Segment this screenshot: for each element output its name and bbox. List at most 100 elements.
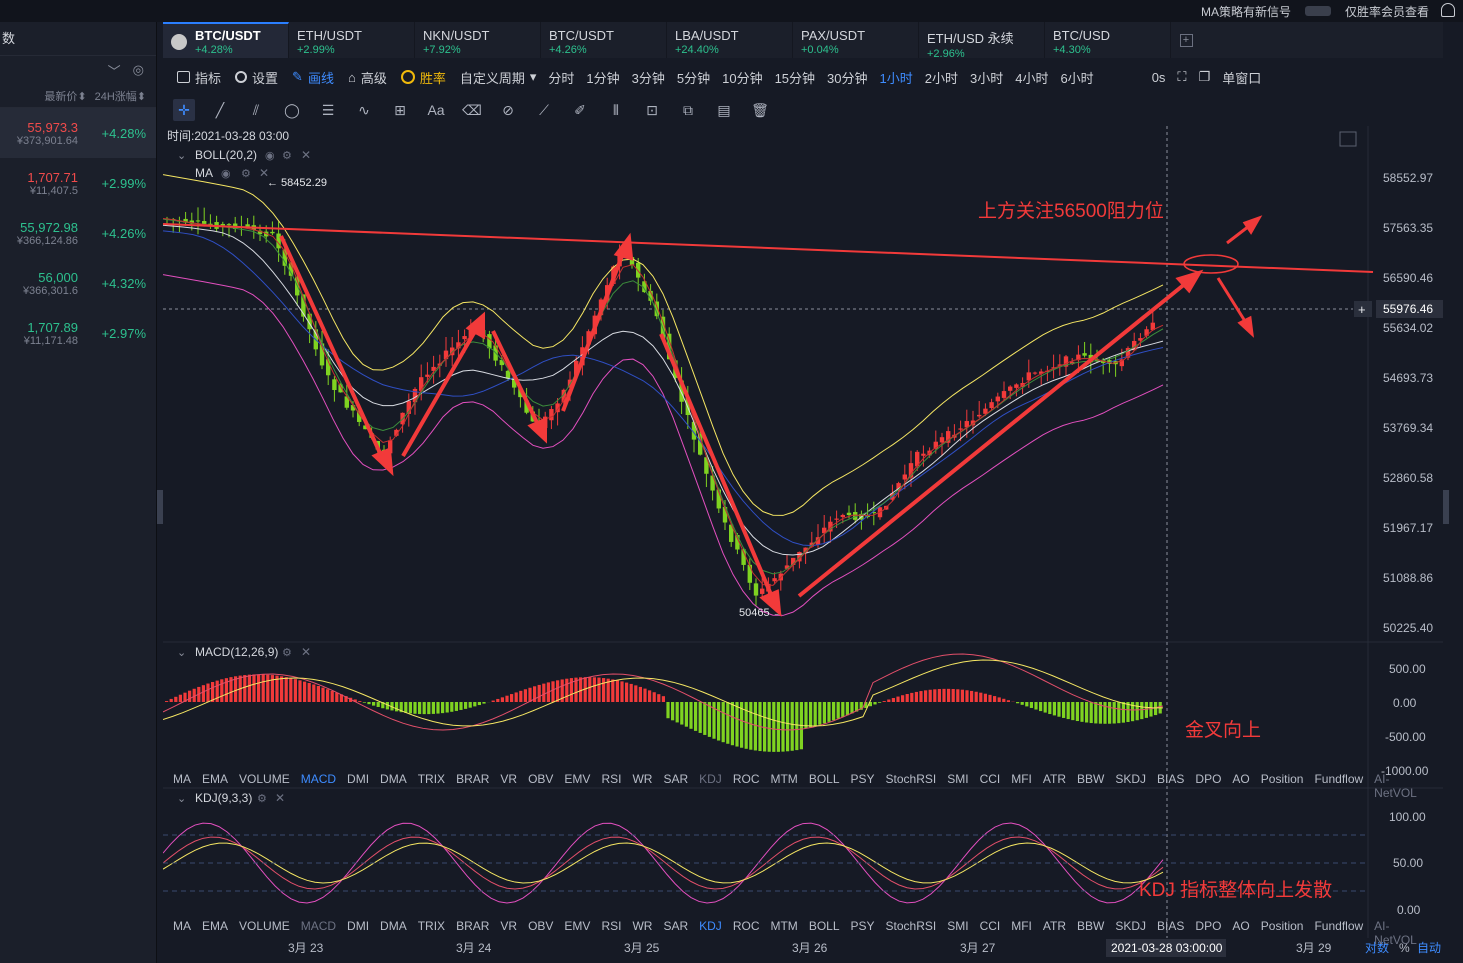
- lock-icon[interactable]: ⊡: [646, 101, 658, 118]
- col-price[interactable]: 最新价⬍: [44, 90, 87, 103]
- indicator-tab-atr[interactable]: ATR: [1042, 772, 1067, 786]
- chevron-down-icon[interactable]: ⌄: [177, 150, 186, 162]
- list-item[interactable]: 1,707.89 ¥11,171.48 +2.97%: [0, 308, 156, 358]
- indicator-tab-ma[interactable]: MA: [173, 772, 191, 786]
- indicator-tab-rsi[interactable]: RSI: [601, 772, 622, 786]
- settings-button[interactable]: 设置: [235, 68, 278, 87]
- indicator-tab-stochrsi[interactable]: StochRSI: [885, 772, 937, 786]
- eye-icon[interactable]: ◉: [265, 150, 275, 162]
- settings-icon[interactable]: ◎: [132, 62, 144, 77]
- col-change[interactable]: 24H涨幅⬍: [94, 90, 146, 103]
- indicator-tab-boll[interactable]: BOLL: [808, 919, 840, 933]
- period-1m[interactable]: 1分钟: [586, 70, 620, 86]
- indicator-tab-smi[interactable]: SMI: [947, 772, 969, 786]
- expand-icon[interactable]: [1339, 131, 1357, 147]
- copy-icon[interactable]: ⧉: [683, 101, 693, 118]
- tab-eth-usdt[interactable]: ETH/USDT +2.99%: [289, 22, 415, 58]
- chart-area[interactable]: 时间:2021-03-28 03:00 ⌄ BOLL(20,2) ◉ ⚙ ✕ M…: [162, 126, 1443, 959]
- macd-label[interactable]: MACD(12,26,9): [195, 645, 278, 659]
- vip-note[interactable]: 仅胜率会员查看: [1344, 4, 1429, 19]
- period-3m[interactable]: 3分钟: [631, 70, 665, 86]
- horizontal-lines-icon[interactable]: ☰: [321, 101, 335, 118]
- indicator-tab-mfi[interactable]: MFI: [1011, 919, 1032, 933]
- settings-icon[interactable]: ⚙: [241, 168, 251, 180]
- indicator-tab-cci[interactable]: CCI: [979, 772, 1001, 786]
- ruler-icon[interactable]: ⟋: [539, 101, 549, 118]
- period-5m[interactable]: 5分钟: [676, 70, 711, 86]
- tab-nkn-usdt[interactable]: NKN/USDT +7.92%: [415, 22, 541, 58]
- indicator-tab-bias[interactable]: BIAS: [1157, 772, 1185, 786]
- indicator-tab-psy[interactable]: PSY: [850, 772, 875, 786]
- parallel-lines-icon[interactable]: ⫽: [252, 101, 260, 118]
- magnet-icon[interactable]: ⊘: [502, 101, 514, 118]
- eraser-icon[interactable]: ⌫: [462, 101, 482, 118]
- indicator-tab-kdj[interactable]: KDJ: [699, 772, 722, 786]
- indicator-tab-fundflow[interactable]: Fundflow: [1314, 919, 1364, 933]
- indicator-tab-trix[interactable]: TRIX: [417, 919, 446, 933]
- period-4h[interactable]: 4小时: [1015, 70, 1049, 86]
- tab-eth-usd-perp[interactable]: ETH/USD 永续 +2.96%: [919, 22, 1045, 60]
- trash-icon[interactable]: 🗑: [751, 101, 769, 118]
- indicator-tab-ai-netvol[interactable]: AI-NetVOL: [1374, 919, 1417, 947]
- indicator-tab-trix[interactable]: TRIX: [417, 772, 446, 786]
- indicator-tab-roc[interactable]: ROC: [732, 772, 760, 786]
- indicator-tab-cci[interactable]: CCI: [979, 919, 1001, 933]
- indicator-tab-mfi[interactable]: MFI: [1011, 772, 1032, 786]
- indicator-tab-ai-netvol[interactable]: AI-NetVOL: [1374, 772, 1417, 800]
- wave-icon[interactable]: ∿: [358, 101, 370, 118]
- bell-icon[interactable]: [1441, 3, 1455, 17]
- indicator-tab-obv[interactable]: OBV: [528, 919, 554, 933]
- add-tab-button[interactable]: +: [1171, 22, 1201, 58]
- indicator-tab-sar[interactable]: SAR: [663, 772, 689, 786]
- close-icon[interactable]: ✕: [275, 791, 285, 805]
- period-3h[interactable]: 3小时: [969, 70, 1004, 86]
- log-scale-toggle[interactable]: 对数: [1365, 940, 1389, 955]
- indicator-tab-wr[interactable]: WR: [632, 772, 653, 786]
- indicator-tab-brar[interactable]: BRAR: [456, 919, 490, 933]
- eye-icon[interactable]: ◉: [221, 168, 231, 180]
- indicator-tab-obv[interactable]: OBV: [528, 772, 554, 786]
- period-15m[interactable]: 15分钟: [774, 70, 816, 86]
- draw-button[interactable]: ✎ 画线: [292, 69, 334, 86]
- measure-icon[interactable]: ⊞: [394, 101, 406, 118]
- indicator-tab-macd[interactable]: MACD: [300, 772, 337, 786]
- period-10m[interactable]: 10分钟: [722, 70, 763, 86]
- indicator-tab-ao[interactable]: AO: [1232, 919, 1250, 933]
- list-item[interactable]: 1,707.71 ¥11,407.5 +2.99%: [0, 158, 156, 208]
- indicator-tab-ma[interactable]: MA: [173, 919, 191, 933]
- text-icon[interactable]: Aa: [427, 102, 445, 118]
- chevron-down-icon[interactable]: ⌄: [177, 647, 186, 659]
- indicator-tab-bbw[interactable]: BBW: [1077, 772, 1105, 786]
- tab-btc-usdt-2[interactable]: BTC/USDT +4.26%: [541, 22, 667, 58]
- indicator-tab-ema[interactable]: EMA: [202, 772, 229, 786]
- collapse-left-handle[interactable]: [157, 490, 163, 524]
- list-item[interactable]: 56,000 ¥366,301.6 +4.32%: [0, 258, 156, 308]
- add-alert-button[interactable]: [1354, 301, 1372, 317]
- indicator-tab-position[interactable]: Position: [1260, 772, 1304, 786]
- indicator-tab-volume[interactable]: VOLUME: [239, 772, 290, 786]
- indicator-tab-dma[interactable]: DMA: [380, 919, 407, 933]
- close-icon[interactable]: ✕: [301, 645, 311, 659]
- indicator-tab-smi[interactable]: SMI: [947, 919, 969, 933]
- indicator-tab-rsi[interactable]: RSI: [601, 919, 622, 933]
- indicator-tab-position[interactable]: Position: [1260, 919, 1304, 933]
- collapse-right-handle[interactable]: [1443, 490, 1449, 524]
- trendline-icon[interactable]: ╱: [215, 101, 225, 118]
- window-mode-button[interactable]: 单窗口: [1222, 70, 1262, 86]
- chevron-down-icon[interactable]: ⌄: [177, 793, 186, 805]
- indicator-tab-dma[interactable]: DMA: [380, 772, 407, 786]
- indicator-tab-ao[interactable]: AO: [1232, 772, 1250, 786]
- chevron-down-icon[interactable]: ﹀: [107, 63, 121, 79]
- indicator-tab-skdj[interactable]: SKDJ: [1115, 919, 1147, 933]
- indicator-tab-brar[interactable]: BRAR: [456, 772, 490, 786]
- indicator-tab-dpo[interactable]: DPO: [1195, 772, 1222, 786]
- indicator-tab-kdj[interactable]: KDJ: [699, 919, 722, 933]
- signal-notice[interactable]: MA策略有新信号: [1200, 4, 1291, 19]
- ellipse-icon[interactable]: ◯: [284, 101, 300, 118]
- tab-lba-usdt[interactable]: LBA/USDT +24.40%: [667, 22, 793, 58]
- fullscreen-icon[interactable]: ⛶: [1177, 69, 1187, 84]
- indicator-tab-mtm[interactable]: MTM: [770, 772, 798, 786]
- crosshair-icon[interactable]: ✛: [173, 99, 195, 121]
- indicator-tab-stochrsi[interactable]: StochRSI: [885, 919, 937, 933]
- indicator-tab-dmi[interactable]: DMI: [347, 919, 370, 933]
